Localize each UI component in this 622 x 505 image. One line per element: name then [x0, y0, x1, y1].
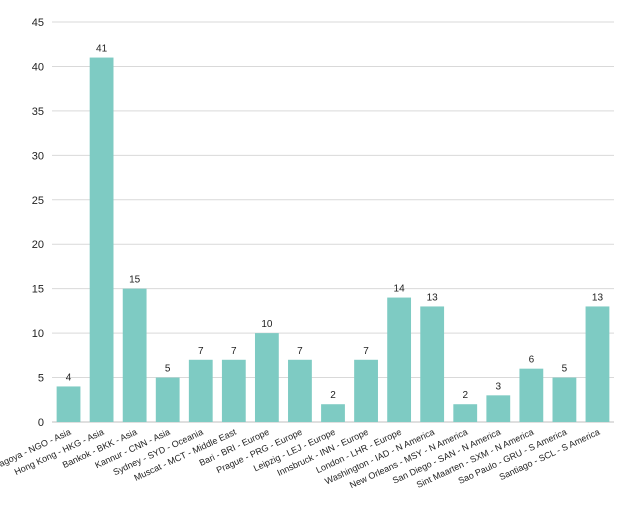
data-label: 7: [297, 346, 303, 357]
data-label: 10: [261, 319, 273, 330]
y-tick-label: 35: [32, 106, 44, 118]
bar: [420, 306, 445, 422]
data-label: 3: [496, 381, 502, 392]
bar: [519, 368, 544, 422]
bar: [453, 404, 478, 422]
y-tick-label: 25: [32, 195, 44, 207]
bar: [155, 377, 180, 422]
data-label: 14: [394, 284, 406, 295]
bar: [122, 288, 147, 422]
data-label: 13: [592, 292, 604, 303]
data-label: 7: [198, 346, 204, 357]
data-label: 5: [165, 364, 171, 375]
y-tick-label: 15: [32, 284, 44, 296]
bar: [288, 359, 312, 422]
y-axis-ticks: 0 5 10 15 20 25 30 35 40 45: [32, 17, 44, 429]
data-label: 7: [231, 346, 237, 357]
data-label: 15: [129, 275, 141, 286]
y-tick-label: 40: [32, 61, 44, 73]
bar: [56, 386, 81, 422]
data-label: 2: [330, 390, 336, 401]
y-tick-label: 5: [38, 373, 44, 385]
data-labels: 4 41 15 5 7 7 10 7 2 7 14 13 2 3 6 5 13: [66, 44, 604, 402]
bars: [56, 57, 610, 423]
y-tick-label: 0: [38, 417, 44, 429]
data-label: 7: [363, 346, 369, 357]
y-tick-label: 45: [32, 17, 44, 29]
data-label: 41: [96, 44, 108, 55]
bar: [585, 306, 610, 422]
bar: [387, 297, 412, 422]
bar: [254, 333, 279, 422]
bar: [221, 359, 246, 422]
bar: [552, 377, 577, 422]
bar: [188, 359, 213, 422]
bar: [486, 395, 511, 422]
y-tick-label: 20: [32, 239, 44, 251]
y-tick-label: 30: [32, 150, 44, 162]
data-label: 13: [427, 292, 439, 303]
bar: [354, 359, 378, 422]
data-label: 2: [462, 390, 468, 401]
data-label: 4: [66, 372, 72, 383]
data-label: 5: [562, 364, 568, 375]
data-label: 6: [529, 355, 535, 366]
bar: [89, 57, 114, 423]
bar: [321, 404, 345, 422]
y-tick-label: 10: [32, 328, 44, 340]
